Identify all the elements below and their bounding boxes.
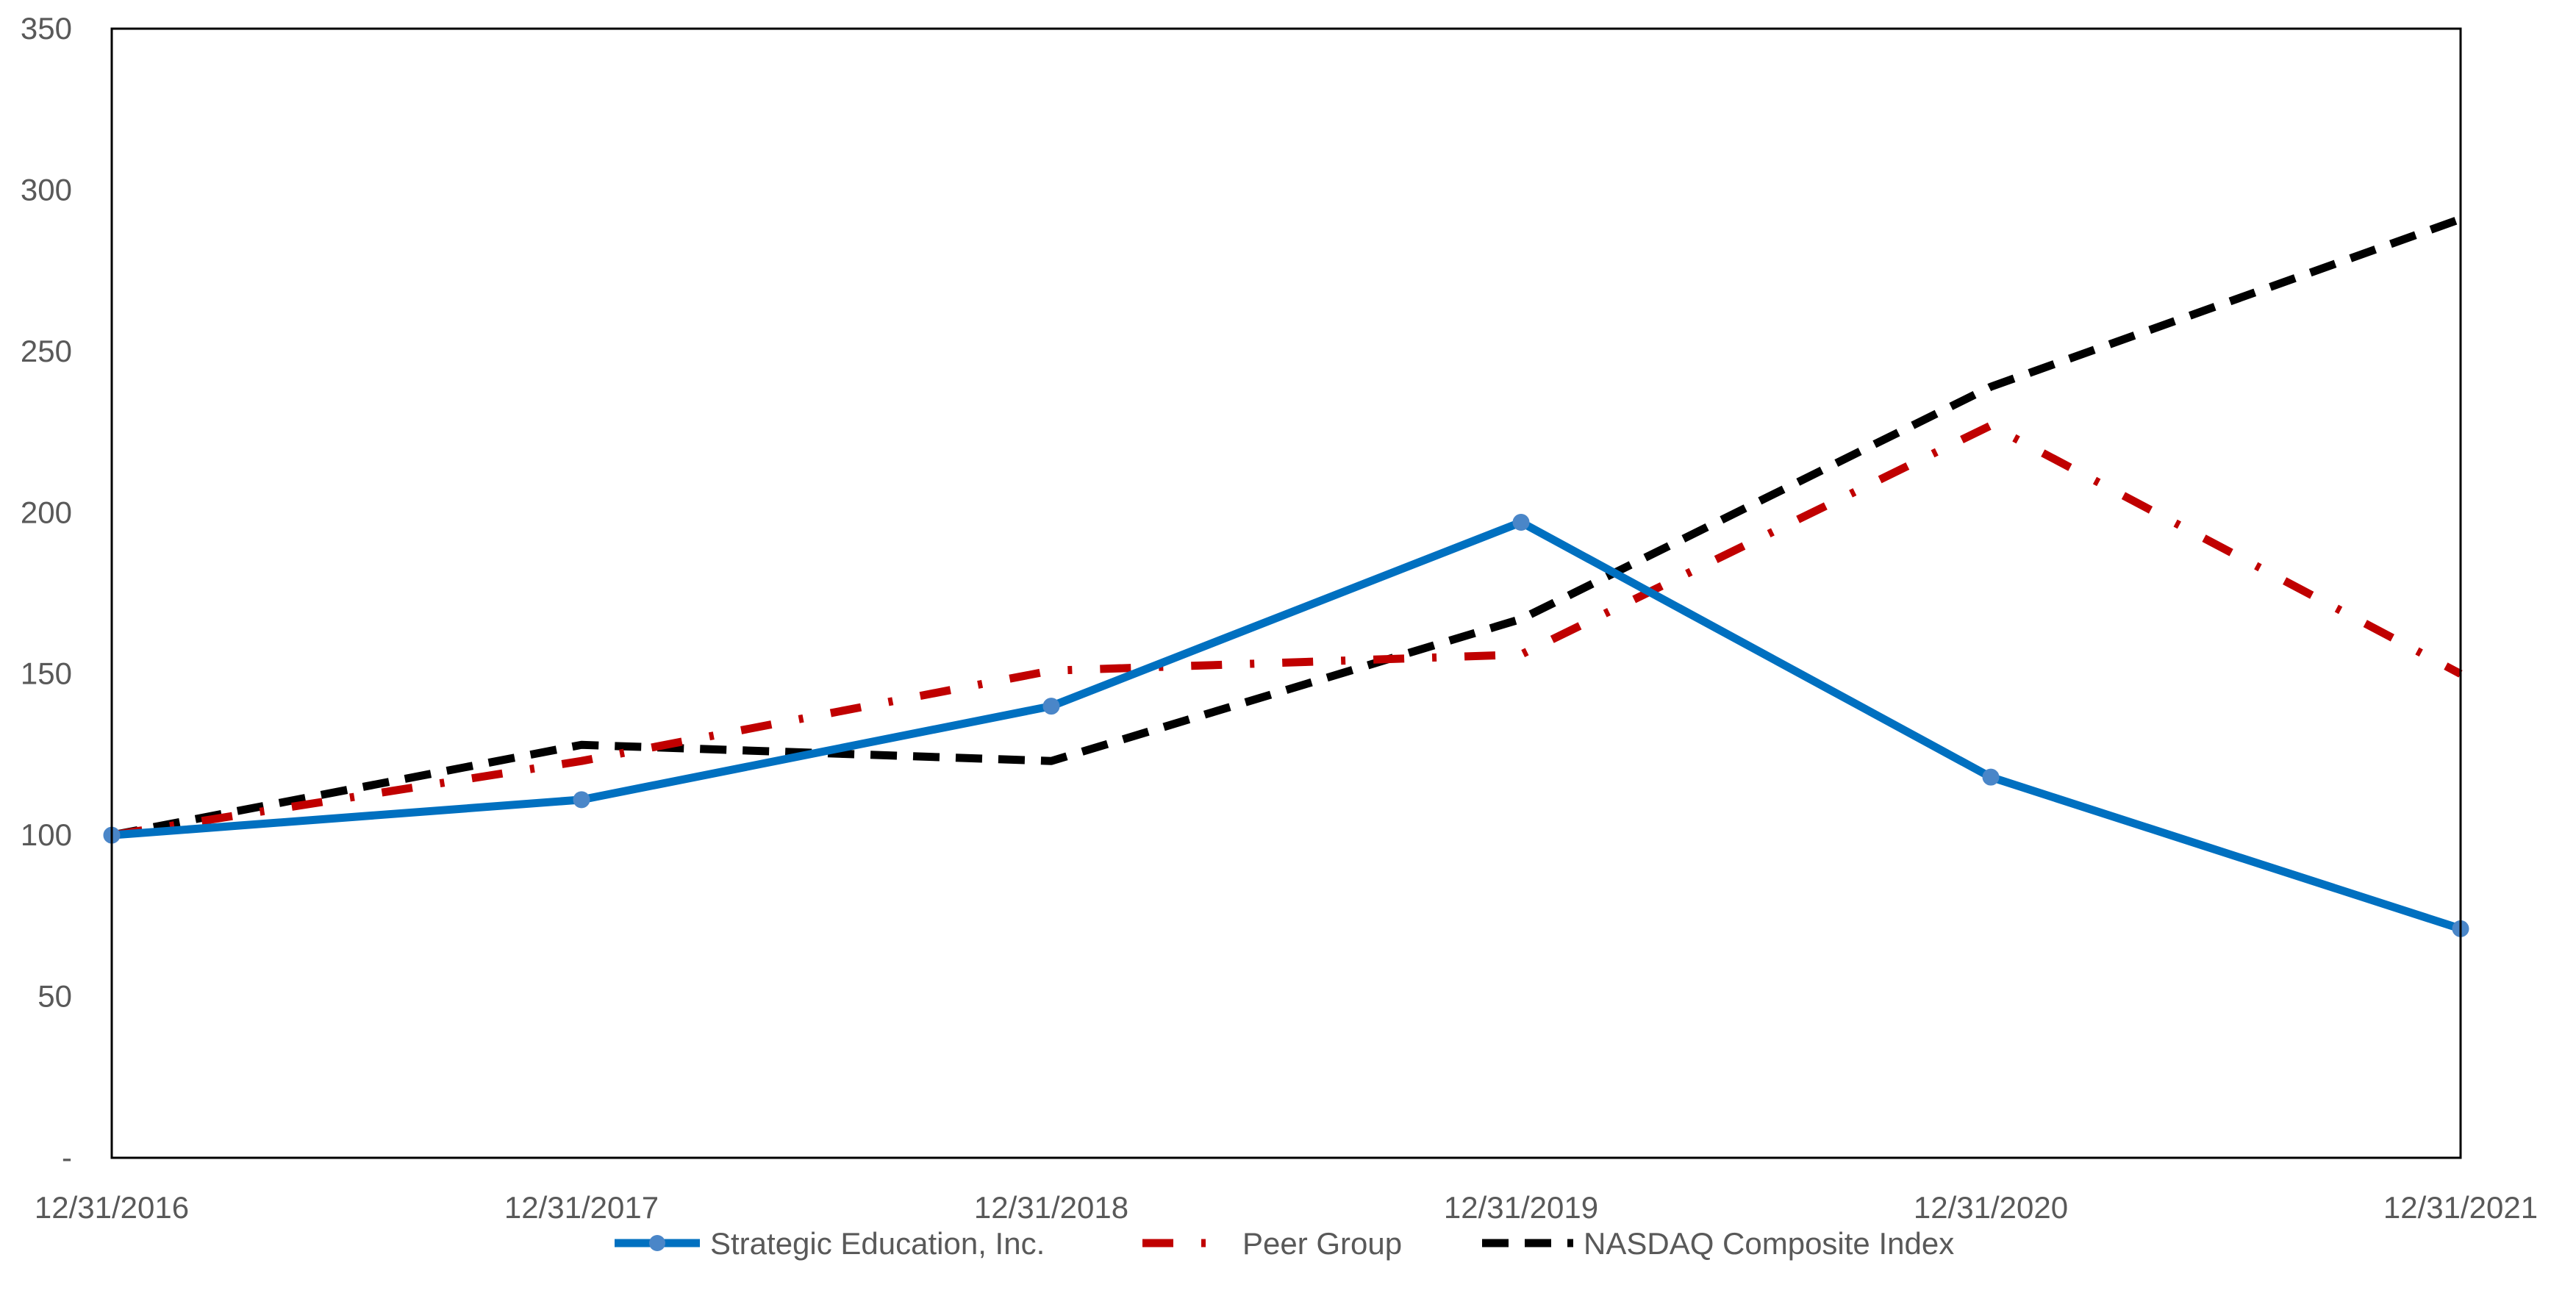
series-lines bbox=[103, 215, 2469, 937]
legend-label: Strategic Education, Inc. bbox=[710, 1226, 1045, 1261]
legend: Strategic Education, Inc. Peer Group NASDA… bbox=[615, 1226, 1954, 1261]
x-tick-label: 12/31/2019 bbox=[1444, 1190, 1598, 1225]
legend-marker bbox=[649, 1235, 665, 1251]
legend-item-nasdaq-composite-index: NASDAQ Composite Index bbox=[1482, 1226, 1954, 1261]
plot-area-border bbox=[110, 27, 2462, 1159]
y-axis-tick-labels: - 50 100 150 200 250 300 350 bbox=[21, 11, 72, 1175]
legend-label: Peer Group bbox=[1242, 1226, 1402, 1261]
x-axis-tick-labels: 12/31/2016 12/31/2017 12/31/2018 12/31/2019… bbox=[35, 1190, 2538, 1225]
series-line-strategic-education-inc bbox=[107, 518, 2465, 933]
x-tick-label: 12/31/2021 bbox=[2383, 1190, 2538, 1225]
data-point-strategic-education-inc bbox=[1512, 513, 1530, 531]
x-tick-label: 12/31/2017 bbox=[504, 1190, 659, 1225]
x-tick-label: 12/31/2016 bbox=[35, 1190, 189, 1225]
x-tick-label: 12/31/2020 bbox=[1914, 1190, 2068, 1225]
y-tick-label: 150 bbox=[21, 656, 72, 691]
y-tick-label: 200 bbox=[21, 495, 72, 529]
x-tick-label: 12/31/2018 bbox=[974, 1190, 1128, 1225]
y-tick-label: 300 bbox=[21, 172, 72, 207]
legend-item-strategic-education-inc: Strategic Education, Inc. bbox=[615, 1226, 1045, 1261]
y-tick-label: 250 bbox=[21, 334, 72, 368]
series-line-peer-group bbox=[111, 421, 2463, 839]
data-point-strategic-education-inc bbox=[1982, 768, 2000, 786]
data-point-strategic-education-inc bbox=[573, 791, 590, 809]
data-point-strategic-education-inc bbox=[1042, 698, 1060, 715]
y-tick-label: 50 bbox=[37, 979, 72, 1014]
series-line-nasdaq-composite-index bbox=[110, 215, 2462, 839]
legend-item-peer-group: Peer Group bbox=[1142, 1226, 1402, 1261]
y-tick-label: - bbox=[62, 1140, 72, 1175]
y-tick-label: 100 bbox=[21, 817, 72, 852]
legend-label: NASDAQ Composite Index bbox=[1584, 1226, 1954, 1261]
y-tick-label: 350 bbox=[21, 11, 72, 46]
